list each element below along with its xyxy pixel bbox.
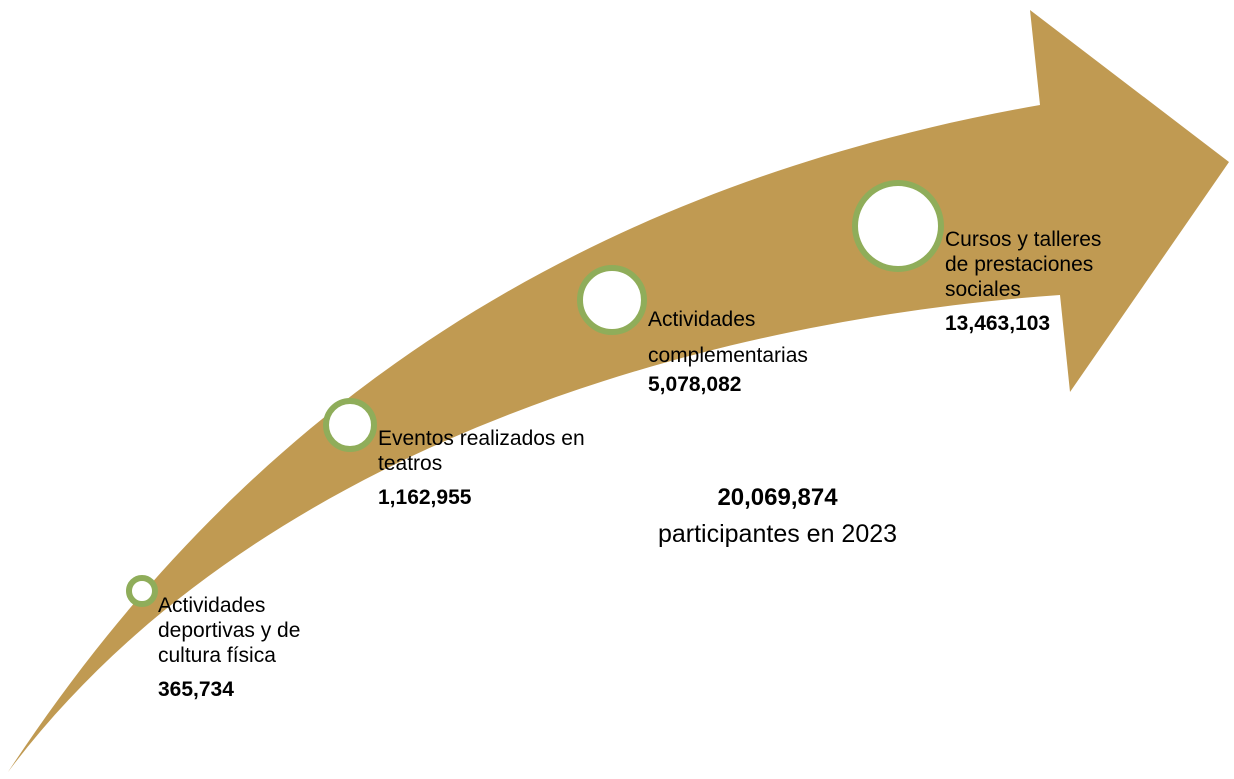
stage-3-value: 5,078,082 [648, 373, 742, 396]
stage-marker-2 [323, 398, 377, 452]
stage-4-value: 13,463,103 [945, 312, 1051, 335]
stage-4-label: Cursos y talleres de prestaciones social… [945, 228, 1102, 301]
total-value: 20,069,874 [717, 484, 838, 511]
stage-marker-4 [852, 180, 944, 272]
stage-1-label: Actividades deportivas y de cultura físi… [158, 594, 301, 667]
total-label: participantes en 2023 [657, 520, 898, 548]
stage-marker-1 [126, 575, 158, 607]
stage-2-label: Eventos realizados en teatros [378, 427, 585, 475]
stage-3-label: Actividades complementarias [648, 308, 808, 367]
stage-2-value: 1,162,955 [378, 486, 472, 509]
stage-1-value: 365,734 [158, 678, 234, 701]
total-summary: 20,069,874 participantes en 2023 [650, 480, 905, 552]
stage-marker-3 [577, 265, 647, 335]
